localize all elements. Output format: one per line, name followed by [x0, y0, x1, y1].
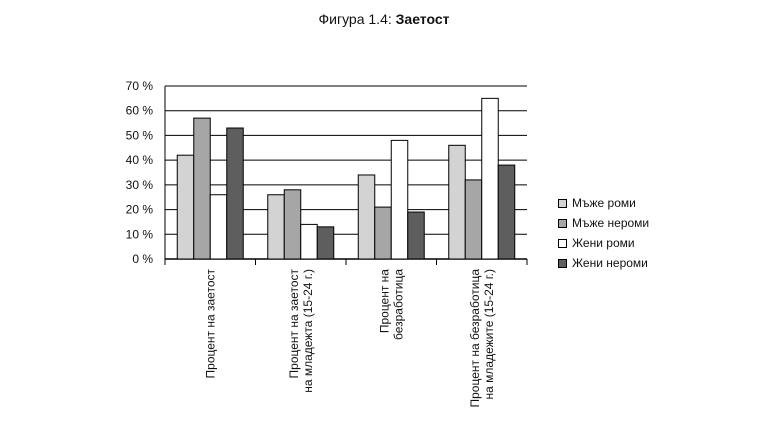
chart-title-prefix: Фигура 1.4: — [318, 11, 392, 27]
legend-item: Жени нероми — [558, 253, 649, 273]
legend-label: Мъже роми — [572, 196, 636, 210]
y-tick-label: 60 % — [126, 104, 154, 118]
x-category-label: Процент на безработица — [468, 269, 482, 408]
legend-swatch-3 — [558, 258, 567, 268]
x-category-label: на младежта (15-24 г.) — [301, 269, 315, 393]
bar — [481, 97, 499, 260]
bar — [357, 174, 376, 260]
y-tick-label: 50 % — [126, 128, 154, 142]
bar — [316, 226, 335, 260]
legend-swatch-0 — [558, 198, 567, 208]
bar — [390, 139, 409, 260]
legend-item: Мъже роми — [558, 193, 649, 213]
bar — [283, 189, 302, 260]
legend-label: Жени нероми — [572, 256, 648, 270]
x-category-label: безработица — [391, 269, 405, 340]
legend-item: Мъже нероми — [558, 213, 649, 233]
legend-swatch-1 — [558, 218, 567, 228]
bar — [226, 127, 244, 260]
y-tick-label: 40 % — [126, 153, 154, 167]
bar — [448, 144, 466, 260]
bar — [497, 164, 516, 260]
chart-title-main: Заетост — [395, 11, 450, 27]
legend-label: Мъже нероми — [572, 216, 650, 230]
bar — [267, 194, 285, 260]
y-tick-label: 30 % — [126, 178, 154, 192]
legend-swatch-2 — [558, 238, 567, 248]
bar — [300, 223, 318, 260]
x-category-label: Процент на — [377, 269, 391, 333]
legend-item: Жени роми — [558, 233, 649, 253]
y-tick-label: 10 % — [126, 227, 154, 241]
bar — [176, 154, 195, 260]
bar — [464, 179, 483, 260]
bar — [374, 206, 392, 260]
bar — [407, 211, 425, 260]
chart-legend: Мъже роми Мъже нероми Жени роми Жени нер… — [558, 193, 649, 273]
y-tick-label: 20 % — [126, 203, 154, 217]
bar — [209, 194, 228, 260]
x-category-label: на младежите (15-24 г.) — [482, 269, 496, 399]
y-tick-label: 0 % — [132, 252, 153, 266]
x-category-label: Процент на заетост — [287, 269, 301, 379]
chart-title: Фигура 1.4: Заетост — [0, 11, 768, 27]
x-category-label: Процент на заетост — [203, 269, 217, 379]
y-tick-label: 70 % — [126, 79, 154, 93]
legend-label: Жени роми — [572, 236, 635, 250]
bar — [193, 117, 211, 260]
